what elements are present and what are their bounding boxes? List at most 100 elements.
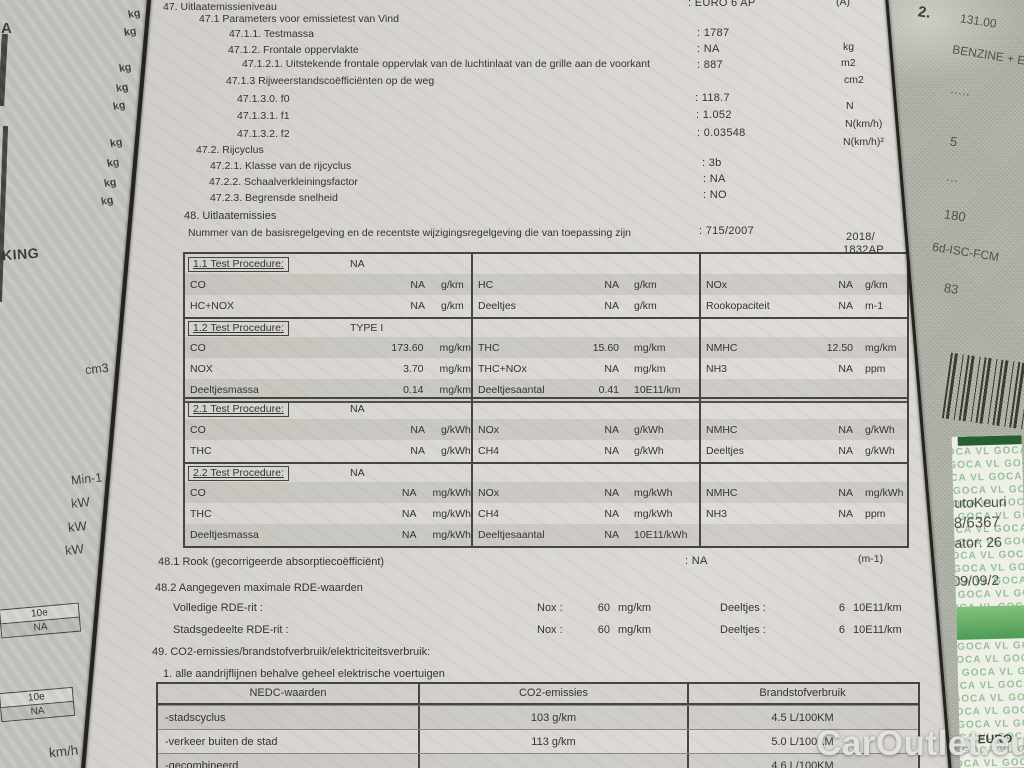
pollutant-label: CH4 (478, 445, 500, 457)
pollutant-value: NA (401, 529, 417, 541)
pollutant-group: NOx NA g/kWh (471, 419, 699, 440)
pollutant-group: Deeltjesmassa 0.14 mg/km (185, 379, 471, 401)
right-sheet-line: 6d-ISC-FCM (931, 239, 1001, 265)
pollutant-group: HC+NOX NA g/km (185, 295, 471, 317)
pollutant-value: NA (838, 278, 853, 291)
pollutant-row: CO NA g/km HC NA g/km NOx NA g/km (185, 274, 907, 295)
pollutant-group: Rookopaciteit NA m-1 (699, 295, 905, 317)
rde-pn-value: 6 (838, 624, 845, 636)
pollutant-group: NH3 NA ppm (699, 358, 905, 379)
pollutant-unit: g/km (441, 300, 464, 312)
pollutant-value: NA (604, 445, 619, 457)
item-value: : NA (703, 173, 726, 185)
pollutant-unit: mg/kWh (432, 507, 471, 520)
pollutant-group: NOx NA mg/kWh (471, 482, 699, 503)
item-47-1-1: 47.1.1. Testmassa (229, 28, 315, 40)
mini-table-value: NA (1, 701, 75, 722)
pollutant-value: NA (838, 300, 853, 312)
pollutant-group: CO NA g/kWh (185, 419, 471, 440)
right-sheet-line: 5 (948, 133, 959, 150)
emissions-table-2: 2.1 Test Procedure: NA CO NA g/kWh NOx NA g/kWh… (183, 397, 909, 548)
procedure-label: 1.1 Test Procedure: (188, 256, 289, 272)
pollutant-value: NA (604, 529, 619, 541)
right-sheet-line: ··· (944, 172, 960, 188)
pollutant-unit: mg/kWh (865, 486, 904, 499)
cm3-unit-label: cm3 (84, 360, 110, 378)
right-sheet-line: 83 (942, 279, 960, 298)
pollutant-label: CO (190, 278, 206, 291)
pollutant-value: NA (604, 300, 619, 312)
goca-watermark-line: GOCA VL GOCA VL GOCA VL (951, 703, 1024, 719)
procedure-row: 2.2 Test Procedure: NA (185, 462, 907, 483)
mini-table: 10e NA (0, 686, 76, 723)
mini-table: 10e NA (0, 602, 82, 639)
procedure-spacer (471, 399, 699, 419)
pollutant-label: NH3 (706, 362, 728, 375)
pollutant-unit: g/kWh (441, 423, 471, 436)
pollutant-label: NOx (478, 423, 499, 436)
regulation-value: : 715/2007 (699, 225, 754, 237)
goca-watermark-line: GOCA VL GOCA VL GOCA VL (951, 456, 1024, 472)
pollutant-value: 173.60 (391, 341, 424, 354)
pollutant-value: 0.14 (403, 384, 424, 396)
pollutant-value: NA (604, 362, 619, 375)
item-47-2-3: 47.2.3. Begrensde snelheid (210, 192, 338, 204)
pollutant-row: CO 173.60 mg/km THC 15.60 mg/km NMHC 12.50 mg/km (185, 337, 907, 358)
pollutant-label: NOX (190, 362, 213, 375)
rook-label: 48.1 Rook (gecorrigeerde absorptiecoëffi… (158, 556, 385, 568)
nedc-co2-value (418, 754, 687, 768)
item-47-1-3-2: 47.1.3.2. f2 (237, 128, 290, 140)
item-value: : 1.052 (696, 109, 732, 121)
pollutant-row: HC+NOX NA g/km Deeltjes NA g/km Rookopaciteit N… (185, 295, 907, 317)
pollutant-value: NA (401, 486, 417, 499)
pollutant-label: Deeltjesaantal (478, 384, 545, 396)
item-47-1-3: 47.1.3 Rijweerstandscoëfficiënten op de … (226, 75, 435, 87)
pollutant-unit: g/kWh (634, 423, 664, 436)
item-value: : 1787 (697, 27, 730, 39)
rde-nox-value: 60 (597, 624, 610, 636)
pollutant-unit: 10E11/kWh (634, 529, 688, 541)
procedure-value: NA (350, 258, 365, 270)
right-sheet-line: 180 (942, 206, 967, 225)
pollutant-label: NH3 (706, 507, 728, 520)
section-48-heading: 48. Uitlaatemissies (184, 210, 277, 222)
nedc-header: NEDC-waarden (249, 687, 327, 699)
pollutant-unit: 10E11/km (634, 384, 681, 396)
item-47: 47. Uitlaatemissieniveau (163, 1, 277, 13)
pollutant-label: Deeltjesmassa (190, 529, 259, 541)
item-47-1: 47.1 Parameters voor emissietest van Vin… (199, 13, 399, 25)
kg-unit-label: kg (100, 194, 115, 208)
rde-heading: 48.2 Aangegeven maximale RDE-waarden (155, 582, 363, 594)
rde-pn-unit: 10E11/km (853, 602, 902, 614)
procedure-group: 2.2 Test Procedure: (185, 464, 471, 482)
pollutant-unit: g/kWh (441, 445, 471, 457)
procedure-label: 1.2 Test Procedure: (188, 320, 289, 336)
item-unit: N(km/h) (845, 118, 883, 130)
rde-label: Volledige RDE-rit : (173, 602, 263, 614)
pollutant-group: THC 15.60 mg/km (471, 337, 699, 358)
pollutant-label: Deeltjes (478, 300, 516, 312)
pollutant-row: CO NA mg/kWh NOx NA mg/kWh NMHC NA mg/kWh (185, 482, 907, 503)
pollutant-unit: mg/kWh (634, 507, 673, 520)
pollutant-group: CO NA mg/kWh (185, 482, 471, 503)
right-sheet-line: 131.00 (959, 11, 998, 31)
pollutant-group: CO 173.60 mg/km (185, 337, 471, 358)
item-value: : NO (703, 189, 727, 201)
kmh-unit-label: km/h (48, 742, 79, 761)
pollutant-label: NMHC (706, 341, 738, 354)
kg-unit-label: kg (103, 176, 118, 190)
pollutant-value: 3.70 (403, 362, 424, 375)
pollutant-row: THC NA mg/kWh CH4 NA mg/kWh NH3 NA ppm (185, 503, 907, 524)
kg-unit-label: kg (115, 81, 130, 95)
item-value: : 0.03548 (697, 127, 746, 139)
item-unit: N (846, 100, 854, 112)
pollutant-label: Deeltjes (706, 445, 744, 457)
kg-unit-label: kg (106, 156, 121, 170)
rde-pn-value: 6 (838, 602, 845, 614)
rde-pn-label: Deeltjes : (720, 602, 766, 614)
procedure-spacer (699, 318, 905, 338)
pollutant-value: NA (838, 423, 853, 436)
goca-watermark-line: GOCA VL GOCA VL GOCA VL (952, 690, 1024, 706)
